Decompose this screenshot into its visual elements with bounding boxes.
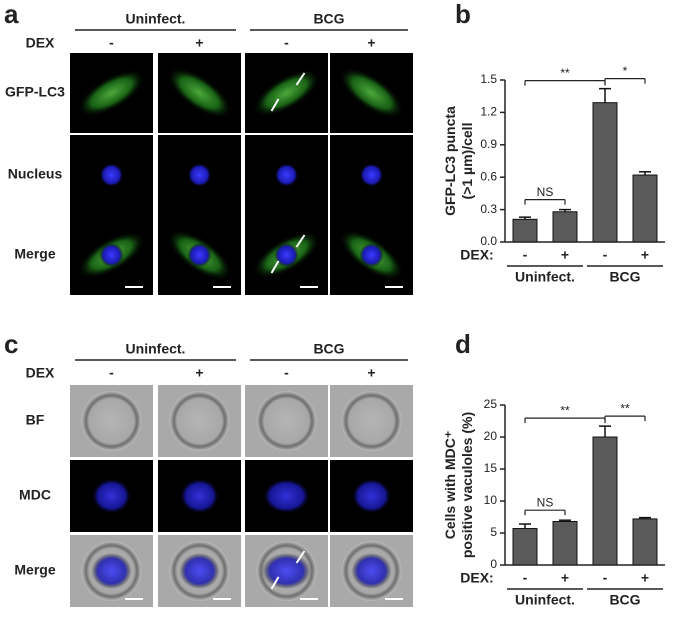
group-label: BCG <box>609 269 640 285</box>
x-tick-label: + <box>641 247 649 263</box>
nucleus <box>99 243 124 267</box>
x-axis-label: DEX: <box>460 247 493 263</box>
y-tick-label: 1.5 <box>480 72 497 86</box>
bar <box>632 174 658 243</box>
row-label: Nucleus <box>8 166 63 182</box>
mdc-stain <box>262 553 311 589</box>
mdc-stain <box>91 478 132 514</box>
gfp-cell <box>252 69 321 117</box>
mdc-stain <box>179 478 220 514</box>
treatment-sign: - <box>109 365 114 381</box>
gfp-cell <box>167 67 232 119</box>
group-label: BCG <box>609 592 640 608</box>
treatment-label: DEX <box>26 365 55 381</box>
panel-letter: d <box>455 329 471 359</box>
treatment-sign: + <box>367 365 375 381</box>
group-label: BCG <box>313 11 344 27</box>
arrow <box>270 576 280 590</box>
mdc-stain <box>91 553 132 589</box>
group-label: Uninfect. <box>126 341 186 357</box>
treatment-sign: - <box>284 35 289 51</box>
x-tick-label: - <box>523 570 528 586</box>
nucleus <box>274 163 299 187</box>
bar <box>552 520 578 566</box>
group-label: Uninfect. <box>515 269 575 285</box>
bar <box>512 528 538 566</box>
nucleus <box>359 163 384 187</box>
y-tick-label: 10 <box>484 493 498 507</box>
bar <box>512 218 538 243</box>
treatment-sign: + <box>367 35 375 51</box>
row-label: GFP-LC3 <box>5 84 65 100</box>
mdc-stain <box>351 478 392 514</box>
x-tick-label: - <box>523 247 528 263</box>
panel-letter: a <box>4 0 19 29</box>
bar <box>592 436 618 566</box>
y-tick-label: 20 <box>484 429 498 443</box>
y-axis-label: GFP-LC3 puncta <box>442 106 458 216</box>
y-tick-label: 1.2 <box>480 105 497 119</box>
bar <box>592 102 618 243</box>
bar <box>632 518 658 566</box>
mdc-stain <box>262 478 311 514</box>
x-tick-label: - <box>603 247 608 263</box>
nucleus <box>274 243 299 267</box>
treatment-sign: + <box>195 35 203 51</box>
cell <box>256 391 317 451</box>
arrow <box>295 234 306 248</box>
sig-label: * <box>623 64 628 78</box>
panel-letter: b <box>455 0 471 29</box>
x-axis-label: DEX: <box>460 570 493 586</box>
group-label: Uninfect. <box>515 592 575 608</box>
mdc-stain <box>351 553 392 589</box>
row-label: BF <box>26 412 45 428</box>
arrow <box>295 550 306 564</box>
treatment-sign: + <box>195 365 203 381</box>
y-axis-label: (>1 µm)/cell <box>459 123 475 200</box>
cell <box>341 391 402 451</box>
nucleus <box>99 163 124 187</box>
nucleus <box>187 243 212 267</box>
group-label: Uninfect. <box>126 11 186 27</box>
sig-label: ** <box>560 403 570 417</box>
cell <box>169 391 230 451</box>
y-tick-label: 0.6 <box>480 169 497 183</box>
treatment-label: DEX <box>26 35 55 51</box>
row-label: MDC <box>19 487 51 503</box>
y-tick-label: 0.9 <box>480 137 497 151</box>
row-label: Merge <box>14 246 55 262</box>
nucleus <box>187 163 212 187</box>
arrow <box>270 98 280 112</box>
x-tick-label: + <box>561 247 569 263</box>
sig-label: ** <box>620 401 630 415</box>
gfp-cell <box>339 67 404 119</box>
gfp-cell <box>77 69 146 117</box>
treatment-sign: - <box>109 35 114 51</box>
sig-label: ** <box>560 66 570 80</box>
y-tick-label: 0.0 <box>480 234 497 248</box>
cell <box>81 391 142 451</box>
x-tick-label: + <box>641 570 649 586</box>
y-tick-label: 0 <box>490 557 497 571</box>
arrow <box>270 260 280 274</box>
y-tick-label: 25 <box>484 397 498 411</box>
sig-label: NS <box>537 495 554 509</box>
group-label: BCG <box>313 341 344 357</box>
x-tick-label: - <box>603 570 608 586</box>
nucleus <box>359 243 384 267</box>
sig-label: NS <box>537 185 554 199</box>
y-axis-label: Cells with MDC⁺ <box>442 431 458 540</box>
y-tick-label: 0.3 <box>480 202 497 216</box>
y-tick-label: 5 <box>490 525 497 539</box>
y-tick-label: 15 <box>484 461 498 475</box>
row-label: Merge <box>14 562 55 578</box>
mdc-stain <box>179 553 220 589</box>
bar <box>552 211 578 243</box>
x-tick-label: + <box>561 570 569 586</box>
panel-letter: c <box>4 329 18 359</box>
treatment-sign: - <box>284 365 289 381</box>
arrow <box>295 72 306 86</box>
y-axis-label: positive vaculoles (%) <box>459 412 475 558</box>
